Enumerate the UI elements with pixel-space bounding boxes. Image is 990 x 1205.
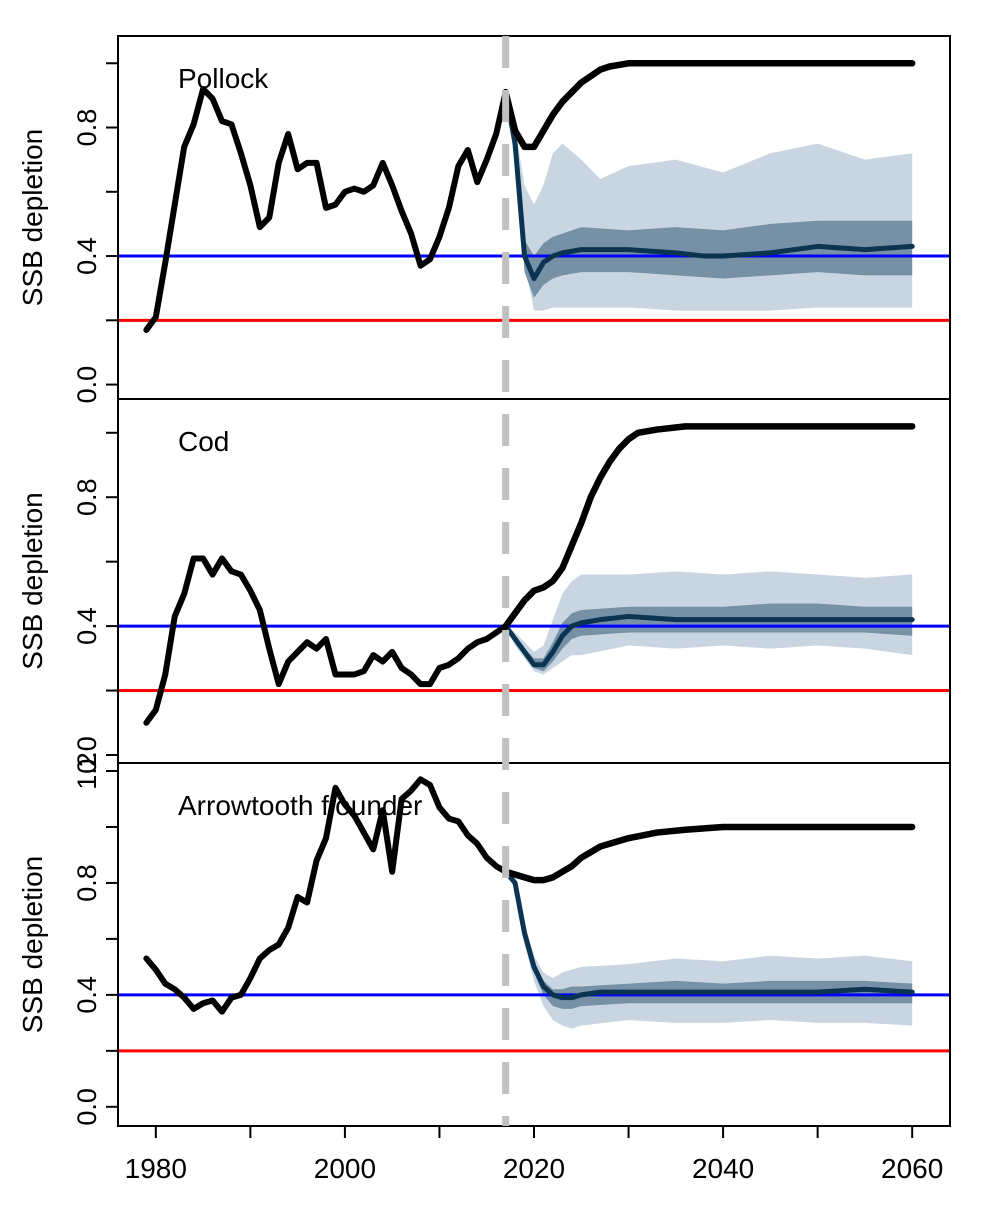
y-axis-label: SSB depletion bbox=[17, 492, 48, 669]
y-tick-label: 0.0 bbox=[72, 736, 102, 774]
panel-species-label: Pollock bbox=[178, 63, 269, 94]
panel-plot-area bbox=[118, 60, 950, 333]
panel-2: Arrowtooth flounder 0.0 0.4 0.8 1.2 SSB deple… bbox=[17, 752, 951, 1127]
unfished-projection-line bbox=[502, 60, 916, 151]
projected-median-line bbox=[503, 613, 915, 668]
x-tick-label: 2040 bbox=[692, 1153, 754, 1184]
y-tick-label: 0.8 bbox=[72, 478, 102, 516]
y-tick-label: 0.8 bbox=[72, 109, 102, 147]
y-tick-label: 0.4 bbox=[72, 607, 102, 645]
y-tick-label: 0.4 bbox=[72, 976, 102, 1014]
projected-median-line bbox=[503, 89, 915, 282]
y-axis-label: SSB depletion bbox=[17, 129, 48, 306]
y-axis-label: SSB depletion bbox=[17, 856, 48, 1033]
y-tick-label: 0.0 bbox=[72, 366, 102, 404]
outer-interval-band bbox=[505, 92, 913, 311]
panel-plot-area bbox=[118, 423, 950, 726]
y-tick-label: 1.2 bbox=[72, 752, 102, 790]
panel-plot-area bbox=[118, 776, 950, 1053]
x-tick-label: 2020 bbox=[503, 1153, 565, 1184]
y-tick-label: 0.4 bbox=[72, 237, 102, 275]
panel-species-label: Arrowtooth flounder bbox=[178, 790, 422, 821]
panel-species-label: Cod bbox=[178, 426, 229, 457]
historical-ssb-line bbox=[143, 555, 509, 726]
x-tick-label: 2000 bbox=[314, 1153, 376, 1184]
unfished-projection-line bbox=[502, 823, 916, 884]
x-tick-label: 2060 bbox=[881, 1153, 943, 1184]
x-tick-label: 1980 bbox=[125, 1153, 187, 1184]
panel-1: Cod 0.0 0.4 0.8 SSB depletion bbox=[17, 398, 951, 774]
historical-ssb-line bbox=[143, 776, 509, 1015]
y-tick-label: 0.0 bbox=[72, 1088, 102, 1126]
historical-ssb-line bbox=[143, 85, 509, 333]
panel-0: Pollock 0.0 0.4 0.8 SSB depletion bbox=[17, 35, 951, 404]
y-tick-label: 0.8 bbox=[72, 864, 102, 902]
projected-median-line bbox=[503, 869, 915, 1001]
unfished-projection-line bbox=[502, 423, 916, 630]
